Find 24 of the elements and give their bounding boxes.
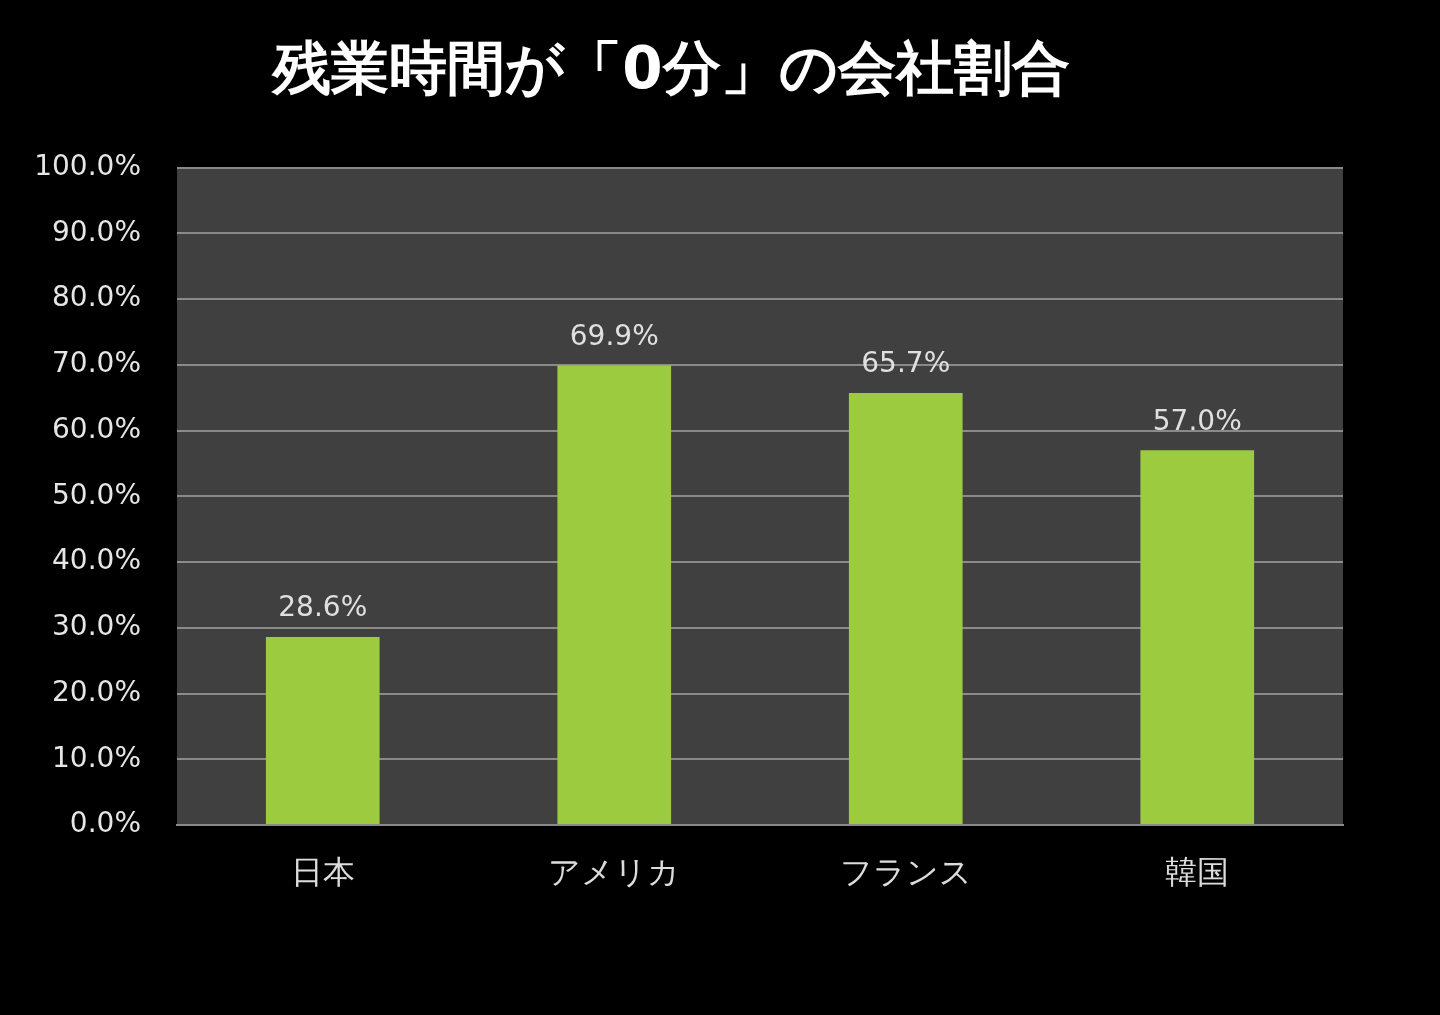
y-tick-label: 30.0% [52, 609, 141, 643]
y-tick-label: 80.0% [52, 280, 141, 314]
y-tick-label: 70.0% [52, 346, 141, 380]
data-label: 57.0% [1152, 403, 1242, 437]
y-tick-label: 0.0% [69, 806, 141, 840]
y-tick-label: 50.0% [52, 477, 141, 511]
x-tick-label: フランス [839, 852, 972, 891]
x-tick-label: アメリカ [548, 852, 681, 891]
data-label: 65.7% [861, 346, 951, 380]
x-tick-label: 韓国 [1165, 852, 1230, 891]
y-tick-label: 40.0% [52, 543, 141, 577]
y-tick-label: 20.0% [52, 674, 141, 708]
y-tick-label: 10.0% [52, 740, 141, 774]
bar [1140, 450, 1255, 824]
bar [848, 393, 963, 824]
y-tick-label: 60.0% [52, 411, 141, 445]
chart-title: 残業時間が「0分」の会社割合 [271, 33, 1070, 102]
y-tick-label: 100.0% [34, 148, 141, 182]
x-tick-label: 日本 [290, 852, 355, 891]
bar [265, 636, 380, 824]
data-label: 69.9% [569, 318, 659, 352]
bar [557, 365, 672, 824]
y-tick-label: 90.0% [52, 214, 141, 248]
data-label: 28.6% [278, 590, 368, 624]
